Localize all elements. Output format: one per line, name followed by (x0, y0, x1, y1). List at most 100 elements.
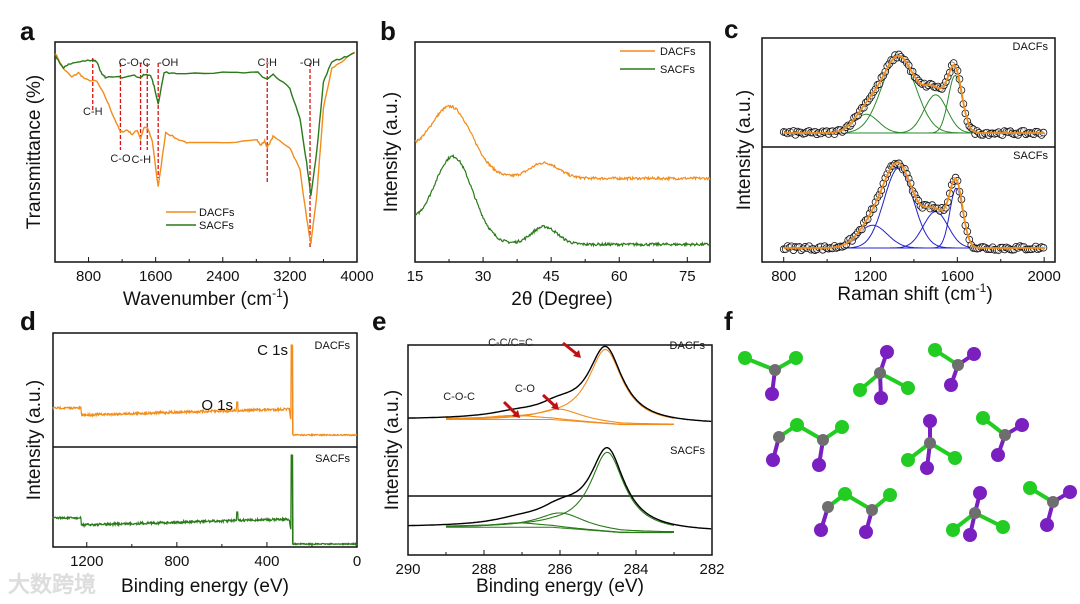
green-atom (901, 381, 915, 395)
raman-x-axis-label: Raman shift (cm-1) (837, 281, 992, 305)
xps-survey-x-tick-label: 1200 (70, 553, 103, 570)
ftir-plot-frame (54, 41, 358, 263)
carbon-atom (952, 359, 964, 371)
watermark-text: 大数跨境 (8, 572, 96, 597)
xrd-x-axis-label: 2θ (Degree) (511, 289, 612, 310)
xps-survey-series-sacfs (52, 454, 358, 547)
raman-fit-component (783, 211, 1045, 249)
purple-atom (1015, 418, 1029, 432)
ftir-x-tick-label: 800 (76, 268, 101, 285)
raman-plot-frame (761, 37, 1056, 263)
carbon-atom (817, 434, 829, 446)
purple-atom (880, 345, 894, 359)
purple-atom (963, 528, 977, 542)
xps-peak-label-c1s: C 1s (257, 342, 288, 359)
ftir-x-tick-label: 4000 (340, 268, 373, 285)
xps-survey-frame (52, 332, 358, 548)
panel-label-f: f (724, 306, 733, 336)
purple-atom (1040, 518, 1054, 532)
carbon-atom (769, 364, 781, 376)
carbon-atom (874, 367, 886, 379)
peak-arrow (502, 400, 519, 417)
xps-component-label: C-O-C (443, 391, 475, 403)
peak-arrowhead (512, 410, 520, 418)
ftir-legend-label: DACFs (199, 207, 235, 219)
xrd-x-tick-label: 45 (543, 268, 560, 285)
carbon-atom (969, 507, 981, 519)
green-atom (790, 418, 804, 432)
ftir-band-label: -OH (300, 57, 320, 69)
green-atom (928, 343, 942, 357)
ftir-band-label: C-O-C (119, 57, 151, 69)
ftir-series-dacfs (54, 51, 355, 244)
xps-c1s-baseline (446, 526, 673, 534)
purple-atom (859, 525, 873, 539)
peak-arrowhead (573, 350, 581, 358)
ftir-series-sacfs (54, 52, 355, 196)
xps-survey-sample-label-sacfs: SACFs (315, 453, 350, 465)
peak-arrow (562, 341, 579, 357)
xrd-legend-label: DACFs (660, 46, 696, 58)
xps-c1s-component (446, 408, 674, 425)
green-atom (789, 351, 803, 365)
ftir-x-tick-label: 1600 (139, 268, 172, 285)
green-atom (948, 451, 962, 465)
raman-y-axis-label: Intensity (a.u.) (734, 90, 755, 210)
panel-label-e: e (372, 306, 386, 336)
xps-c1s-sample-label-dacfs: DACFs (670, 340, 706, 352)
xps-c1s-envelope (408, 447, 712, 530)
green-atom (853, 383, 867, 397)
raman-fit-envelope (783, 161, 1045, 249)
carbon-atom (866, 504, 878, 516)
xps-survey-x-tick-label: 800 (164, 553, 189, 570)
xps-survey-y-axis-label: Intensity (a.u.) (24, 380, 45, 500)
raman-sample-label-dacfs: DACFs (1013, 41, 1049, 53)
green-atom (738, 351, 752, 365)
panel-label-c: c (724, 14, 738, 44)
carbon-atom (773, 431, 785, 443)
peak-arrow (541, 393, 558, 409)
molecule (814, 487, 897, 539)
xps-survey-sample-label-dacfs: DACFs (315, 340, 351, 352)
green-atom (883, 488, 897, 502)
purple-atom (920, 461, 934, 475)
green-atom (996, 520, 1010, 534)
raman-fit-envelope (783, 54, 1045, 134)
raman-fit-component (783, 55, 1045, 134)
xrd-plot-frame (414, 41, 711, 263)
purple-atom (812, 458, 826, 472)
molecule (928, 343, 981, 392)
xps-c1s-component (446, 451, 675, 527)
xps-c1s-x-tick-label: 284 (623, 561, 648, 578)
green-atom (838, 487, 852, 501)
molecule (766, 418, 849, 472)
xps-c1s-x-tick-label: 290 (395, 561, 420, 578)
green-atom (835, 420, 849, 434)
raman-sample-label-sacfs: SACFs (1013, 150, 1048, 162)
purple-atom (814, 523, 828, 537)
xps-survey-x-tick-label: 400 (254, 553, 279, 570)
ftir-band-label: C-H (257, 57, 277, 69)
xrd-x-tick-label: 60 (611, 268, 628, 285)
panel-label-a: a (20, 16, 35, 46)
molecule (946, 486, 1010, 542)
purple-atom (1063, 485, 1077, 499)
molecule (901, 414, 962, 475)
carbon-atom (822, 501, 834, 513)
ftir-legend-label: SACFs (199, 220, 234, 232)
xps-survey-x-tick-label: 0 (353, 553, 361, 570)
raman-x-tick-label: 800 (771, 268, 796, 285)
purple-atom (944, 378, 958, 392)
purple-atom (766, 453, 780, 467)
carbon-atom (1047, 496, 1059, 508)
peak-arrowhead (551, 402, 559, 410)
purple-atom (973, 486, 987, 500)
xps-c1s-x-axis-label: Binding energy (eV) (476, 576, 644, 597)
xps-c1s-x-tick-label: 288 (471, 561, 496, 578)
xrd-series-dacfs (414, 104, 711, 182)
ftir-band-label: C-O (110, 153, 131, 165)
ftir-band-label: C-H (131, 154, 151, 166)
xrd-x-tick-label: 30 (475, 268, 492, 285)
carbon-atom (999, 429, 1011, 441)
